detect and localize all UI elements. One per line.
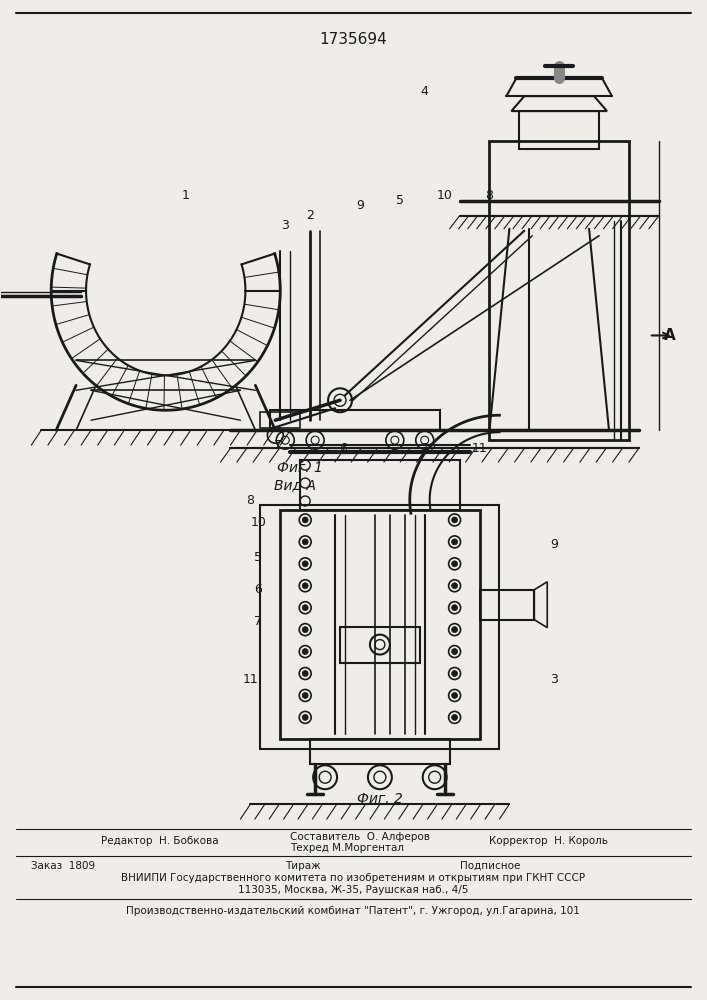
Circle shape (302, 649, 308, 655)
Circle shape (302, 605, 308, 611)
Text: 8: 8 (486, 189, 493, 202)
Text: A: A (664, 328, 675, 343)
Text: Техред М.Моргентал: Техред М.Моргентал (291, 843, 404, 853)
Text: 12: 12 (422, 442, 438, 455)
Circle shape (302, 561, 308, 567)
Text: 6: 6 (255, 583, 262, 596)
Text: Составитель  О. Алферов: Составитель О. Алферов (291, 832, 431, 842)
Circle shape (302, 714, 308, 720)
Text: Корректор  Н. Король: Корректор Н. Король (489, 836, 609, 846)
Circle shape (302, 517, 308, 523)
Circle shape (452, 627, 457, 633)
Circle shape (302, 671, 308, 677)
Bar (270, 410, 440, 430)
Bar (260, 505, 499, 749)
Text: 1735694: 1735694 (319, 32, 387, 47)
Circle shape (302, 627, 308, 633)
Text: Редактор  Н. Бобкова: Редактор Н. Бобкова (101, 836, 218, 846)
Text: 113035, Москва, Ж-35, Раушская наб., 4/5: 113035, Москва, Ж-35, Раушская наб., 4/5 (238, 885, 468, 895)
Text: Тираж: Тираж (285, 861, 321, 871)
Bar (479, 590, 534, 620)
Bar (280, 510, 479, 739)
Text: 5: 5 (255, 551, 262, 564)
Bar (489, 141, 629, 440)
Bar (300, 460, 460, 510)
Circle shape (452, 583, 457, 589)
Circle shape (302, 539, 308, 545)
Circle shape (452, 517, 457, 523)
Circle shape (302, 692, 308, 698)
Text: Фиг. 1: Фиг. 1 (277, 461, 323, 475)
Text: 2: 2 (306, 209, 314, 222)
Text: 7: 7 (274, 439, 282, 452)
Text: 10: 10 (250, 516, 267, 529)
Circle shape (452, 539, 457, 545)
Text: 5: 5 (396, 194, 404, 207)
Text: Фиг. 2: Фиг. 2 (357, 792, 403, 806)
Text: 1: 1 (182, 189, 189, 202)
Text: Заказ  1809: Заказ 1809 (31, 861, 95, 871)
Bar (260, 412, 300, 428)
Circle shape (452, 714, 457, 720)
Bar (310, 739, 450, 764)
Text: Вид А: Вид А (274, 478, 316, 492)
Text: 11: 11 (243, 673, 258, 686)
Circle shape (452, 561, 457, 567)
Text: 6: 6 (339, 442, 347, 455)
Text: ВНИИПИ Государственного комитета по изобретениям и открытиям при ГКНТ СССР: ВНИИПИ Государственного комитета по изоб… (121, 873, 585, 883)
Text: 3: 3 (550, 673, 558, 686)
Circle shape (302, 583, 308, 589)
Circle shape (452, 692, 457, 698)
Text: 7: 7 (255, 615, 262, 628)
Bar (340, 627, 420, 663)
Text: 10: 10 (437, 189, 452, 202)
Circle shape (452, 671, 457, 677)
Text: 9: 9 (550, 538, 558, 551)
Bar (520, 111, 599, 149)
Text: 3: 3 (281, 219, 289, 232)
Circle shape (452, 649, 457, 655)
Text: 4: 4 (421, 85, 428, 98)
Text: 9: 9 (356, 199, 364, 212)
Text: 11: 11 (472, 442, 487, 455)
Text: Подписное: Подписное (460, 861, 520, 871)
Text: 8: 8 (247, 494, 255, 507)
Circle shape (452, 605, 457, 611)
Text: Производственно-издательский комбинат "Патент", г. Ужгород, ул.Гагарина, 101: Производственно-издательский комбинат "П… (126, 906, 580, 916)
